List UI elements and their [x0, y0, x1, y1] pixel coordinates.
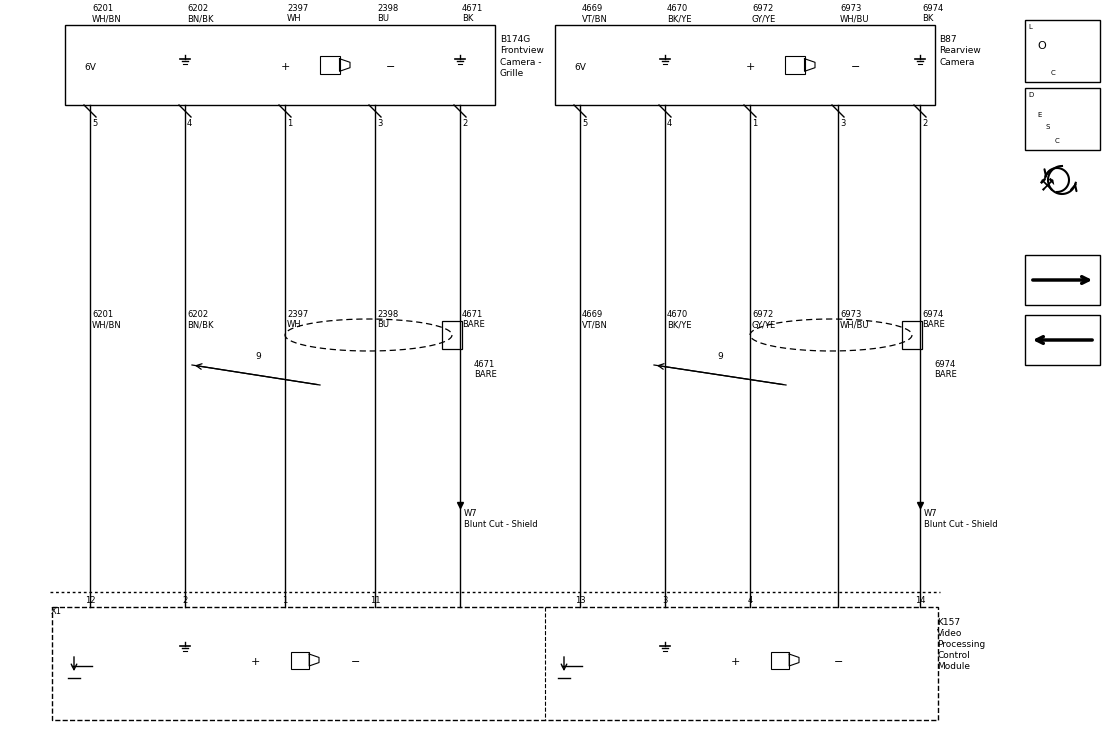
Text: C: C	[1055, 138, 1059, 144]
Text: B174G
Frontview
Camera -
Grille: B174G Frontview Camera - Grille	[500, 35, 544, 78]
Text: 2397
WH: 2397 WH	[287, 310, 308, 329]
Text: +: +	[281, 62, 290, 72]
Text: +: +	[251, 657, 260, 667]
Text: 11: 11	[370, 596, 380, 605]
Text: 2: 2	[183, 596, 187, 605]
Text: 4669
VT/BN: 4669 VT/BN	[582, 4, 608, 23]
Bar	[555, 25, 935, 105]
Text: 6974
BARE: 6974 BARE	[922, 310, 944, 329]
Text: 1: 1	[287, 119, 292, 128]
Text: +: +	[731, 657, 741, 667]
Text: D: D	[1028, 92, 1033, 98]
Text: 2397
WH: 2397 WH	[287, 4, 308, 23]
Text: L: L	[1028, 24, 1032, 30]
Text: 4671
BARE: 4671 BARE	[462, 310, 485, 329]
Bar	[770, 652, 789, 669]
Text: 2398
BU: 2398 BU	[377, 310, 399, 329]
Text: 4: 4	[187, 119, 193, 128]
Text: 5: 5	[92, 119, 97, 128]
Text: 5: 5	[582, 119, 587, 128]
Text: 4671
BARE: 4671 BARE	[474, 360, 497, 379]
Text: ⚒: ⚒	[1038, 177, 1054, 195]
Text: 1: 1	[282, 596, 288, 605]
Text: 2: 2	[922, 119, 928, 128]
Text: +: +	[746, 62, 755, 72]
Text: X1: X1	[51, 607, 62, 616]
Text: 1: 1	[752, 119, 757, 128]
Text: 6974
BARE: 6974 BARE	[934, 360, 956, 379]
Bar	[291, 652, 309, 669]
Text: −: −	[351, 657, 361, 667]
Text: K157
Video
Processing
Control
Module: K157 Video Processing Control Module	[937, 618, 985, 671]
Bar	[52, 607, 938, 720]
Text: 4670
BK/YE: 4670 BK/YE	[668, 310, 692, 329]
Bar	[1025, 88, 1100, 150]
Text: 6973
WH/BU: 6973 WH/BU	[840, 310, 869, 329]
Text: E: E	[1037, 111, 1042, 118]
Text: W7
Blunt Cut - Shield: W7 Blunt Cut - Shield	[464, 509, 538, 529]
Text: S: S	[1045, 124, 1049, 130]
Text: 6973
WH/BU: 6973 WH/BU	[840, 4, 869, 23]
Text: −: −	[386, 62, 395, 72]
Bar	[65, 25, 495, 105]
Text: 6202
BN/BK: 6202 BN/BK	[187, 4, 214, 23]
Text: 6974
BK: 6974 BK	[922, 4, 943, 23]
Text: 9: 9	[717, 352, 723, 361]
Bar	[902, 321, 922, 349]
Text: −: −	[851, 62, 860, 72]
Text: 4: 4	[747, 596, 753, 605]
Text: 13: 13	[575, 596, 586, 605]
Text: 4671
BK: 4671 BK	[462, 4, 484, 23]
Text: 6972
GY/YE: 6972 GY/YE	[752, 310, 776, 329]
Text: B87
Rearview
Camera: B87 Rearview Camera	[939, 35, 981, 67]
Text: 3: 3	[377, 119, 382, 128]
Bar	[785, 56, 805, 74]
Text: 4670
BK/YE: 4670 BK/YE	[668, 4, 692, 23]
Text: 6201
WH/BN: 6201 WH/BN	[92, 310, 122, 329]
Bar	[320, 56, 340, 74]
Text: 6V: 6V	[84, 62, 96, 72]
Text: 2398
BU: 2398 BU	[377, 4, 399, 23]
Bar	[1025, 315, 1100, 365]
Bar	[1025, 255, 1100, 305]
Text: 4669
VT/BN: 4669 VT/BN	[582, 310, 608, 329]
Bar	[1025, 20, 1100, 82]
Text: 4: 4	[668, 119, 672, 128]
Text: 6201
WH/BN: 6201 WH/BN	[92, 4, 122, 23]
Text: C: C	[1051, 70, 1056, 76]
Text: W7
Blunt Cut - Shield: W7 Blunt Cut - Shield	[924, 509, 997, 529]
Text: 3: 3	[662, 596, 668, 605]
Text: O: O	[1037, 41, 1046, 51]
Text: 6V: 6V	[575, 62, 586, 72]
Text: 3: 3	[840, 119, 846, 128]
Text: 14: 14	[914, 596, 925, 605]
Text: 2: 2	[462, 119, 467, 128]
Text: 12: 12	[85, 596, 95, 605]
Text: −: −	[834, 657, 844, 667]
Text: 6202
BN/BK: 6202 BN/BK	[187, 310, 214, 329]
Bar	[442, 321, 462, 349]
Text: 6972
GY/YE: 6972 GY/YE	[752, 4, 776, 23]
Text: 9: 9	[255, 352, 261, 361]
